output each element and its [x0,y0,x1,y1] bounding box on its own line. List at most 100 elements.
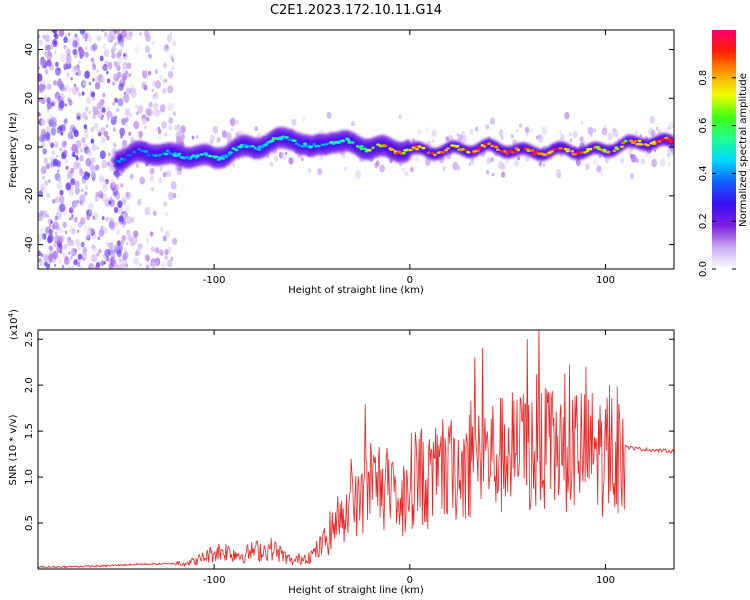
heatmap-noise-dot [90,126,95,133]
heatmap-noise-dot [114,191,121,200]
heatmap-noise-dot [91,243,95,249]
heatmap-noise-dot [76,262,81,268]
heatmap-noise-dot [59,249,63,254]
heatmap-noise-dot [123,203,130,212]
snr-scale-text: (x104) [7,309,20,340]
heatmap-noise-dot [54,215,58,221]
heatmap-core-mark [350,141,355,144]
heatmap-noise-dot [121,223,125,229]
heatmap-noise-dot [195,135,199,139]
heatmap-core-mark [297,144,302,147]
heatmap-noise-dot [47,263,51,268]
heatmap-noise-dot [489,117,496,125]
heatmap-noise-dot [54,235,61,244]
heatmap-noise-dot [65,48,71,56]
heatmap-noise-dot [525,132,529,137]
heatmap-noise-dot [516,129,519,133]
heatmap-noise-dot [119,172,123,177]
heatmap-core-mark [516,148,520,152]
heatmap-noise-dot [165,44,169,50]
heatmap-noise-dot [122,254,127,262]
heatmap-noise-dot [73,129,79,138]
heatmap-noise-dot [91,176,96,182]
heatmap-core-mark [421,146,426,150]
heatmap-noise-dot [62,252,67,259]
colorbar-tick-label: 0.0 [698,261,709,277]
heatmap-noise-dot [517,156,521,161]
heatmap-noise-dot [612,127,617,133]
heatmap-noise-dot [431,129,437,138]
heatmap-noise-dot [78,60,81,64]
heatmap-noise-dot [101,114,105,118]
heatmap-core-mark [612,149,617,152]
heatmap-noise-dot [84,184,89,190]
heatmap-core-mark [294,142,299,145]
heatmap-noise-dot [172,111,177,116]
heatmap-noise-dot [146,116,150,122]
heatmap-noise-dot [54,61,59,67]
heatmap-noise-dot [58,195,65,204]
heatmap-noise-dot [110,182,117,191]
heatmap-noise-dot [46,101,53,110]
heatmap-noise-dot [62,244,67,251]
heatmap-noise-dot [99,55,104,62]
heatmap-noise-dot [73,161,80,170]
heatmap-noise-dot [99,150,106,160]
heatmap-noise-dot [86,148,92,157]
heatmap-noise-dot [106,135,110,141]
heatmap-noise-dot [106,117,110,122]
heatmap-noise-dot [498,129,504,137]
heatmap-noise-dot [164,255,168,261]
heatmap-noise-dot [72,65,78,74]
heatmap-core-mark [127,153,133,157]
heatmap-noise-dot [152,95,156,101]
heatmap-noise-dot [456,164,461,171]
heatmap-core-mark [433,153,437,157]
heatmap-noise-dot [659,158,666,167]
heatmap-noise-dot [86,228,92,235]
heatmap-noise-dot [132,236,138,245]
heatmap-noise-dot [77,115,80,120]
heatmap-noise-dot [66,239,72,247]
heatmap-noise-dot [79,154,84,162]
heatmap-core-mark [227,153,232,156]
heatmap-noise-dot [123,247,127,253]
heatmap-noise-dot [41,233,47,240]
heatmap-core-mark [250,145,255,148]
heatmap-noise-dot [91,253,98,263]
heatmap-noise-dot [101,216,105,221]
heatmap-noise-dot [155,80,162,89]
heatmap-noise-dot [115,228,120,235]
heatmap-noise-dot [135,248,141,256]
heatmap-noise-dot [75,86,80,92]
heatmap-noise-dot [144,125,147,130]
heatmap-noise-dot [91,143,97,151]
heatmap-noise-dot [146,108,153,117]
heatmap-noise-dot [87,265,92,269]
heatmap-noise-dot [425,127,429,133]
heatmap-noise-dot [104,178,109,185]
heatmap-noise-dot [46,125,51,132]
heatmap-noise-dot [155,127,159,132]
heatmap-noise-dot [112,81,116,86]
heatmap-noise-dot [232,163,235,167]
heatmap-noise-dot [64,244,68,250]
heatmap-noise-dot [121,198,127,205]
heatmap-noise-dot [82,196,86,202]
heatmap-noise-dot [171,66,175,70]
heatmap-noise-dot [59,53,66,62]
heatmap-noise-dot [71,34,78,43]
heatmap-noise-dot [137,105,144,114]
heatmap-noise-dot [79,30,86,35]
heatmap-noise-dot [170,180,177,190]
heatmap-noise-dot [160,251,164,257]
heatmap-noise-dot [54,140,59,147]
heatmap-noise-dot [425,157,431,166]
heatmap-noise-dot [57,176,62,183]
heatmap-noise-dot [48,223,52,228]
heatmap-noise-dot [65,182,72,191]
heatmap-core-mark [320,143,326,147]
snr-plot [38,330,674,569]
heatmap-noise-dot [166,246,172,254]
